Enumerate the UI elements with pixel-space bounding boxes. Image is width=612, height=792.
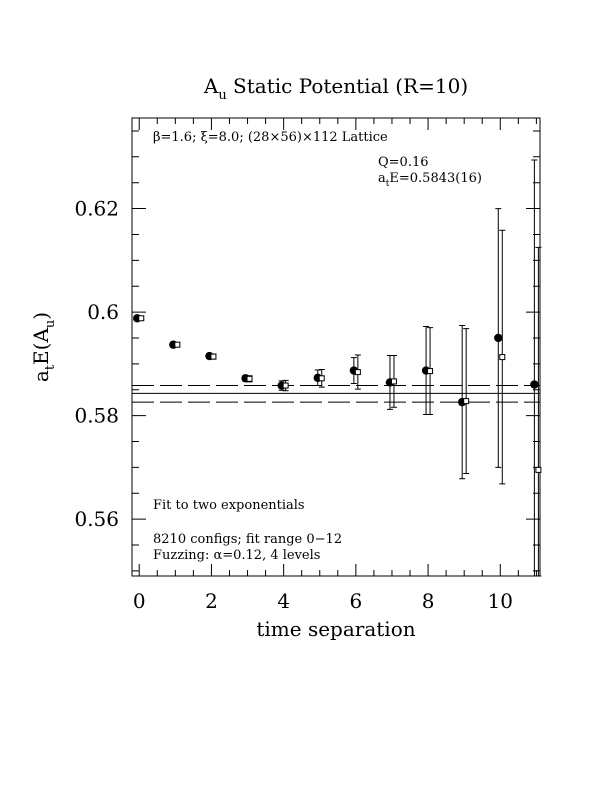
plot-frame xyxy=(131,117,541,577)
tick-marks xyxy=(132,118,540,576)
data-point-circle xyxy=(494,333,503,343)
data-point-square xyxy=(174,341,181,348)
error-bar xyxy=(531,159,538,577)
x-tick-label: 10 xyxy=(488,589,513,613)
y-tick-label: 0.62 xyxy=(74,197,119,221)
x-tick-label: 0 xyxy=(133,589,146,613)
title-subscript: u xyxy=(218,88,226,103)
data-point-square xyxy=(427,368,434,375)
fit-value-label: atE=0.5843(16) xyxy=(378,171,482,189)
y-axis-label: atE(Au) xyxy=(29,312,58,382)
ylabel-mid: E(A xyxy=(29,328,53,365)
chart-title: Au Static Potential (R=10) xyxy=(203,74,468,103)
ylabel-u: u xyxy=(43,320,58,328)
data-point-square xyxy=(463,398,470,405)
x-axis-label: time separation xyxy=(256,617,415,641)
series-open-squares xyxy=(138,229,542,577)
lattice-label: β=1.6; ξ=8.0; (28×56)×112 Lattice xyxy=(153,130,388,145)
q-label: Q=0.16 xyxy=(378,155,429,170)
data-point-square xyxy=(499,354,506,361)
axis-ticks: 0 2 4 6 8 10 0.56 0.58 0.6 0.62 xyxy=(74,118,540,613)
fit-value-t: t xyxy=(386,179,390,189)
data-point-square xyxy=(246,375,253,382)
ylabel-close: ) xyxy=(29,312,53,320)
x-tick-label: 8 xyxy=(422,589,435,613)
data-point-square xyxy=(282,382,289,389)
x-tick-label: 6 xyxy=(349,589,362,613)
series-filled-circles xyxy=(133,159,539,577)
y-tick-label: 0.56 xyxy=(74,507,119,531)
error-bar xyxy=(535,246,542,577)
data-point-square xyxy=(138,315,145,322)
ylabel-t: t xyxy=(43,364,58,370)
fit-value-a: a xyxy=(378,171,386,186)
data-point-square xyxy=(535,466,542,473)
y-tick-label: 0.6 xyxy=(87,300,119,324)
y-tick-label: 0.58 xyxy=(74,404,119,428)
note-fuzzing: Fuzzing: α=0.12, 4 levels xyxy=(153,548,320,563)
title-rest: Static Potential (R=10) xyxy=(227,74,468,98)
data-point-circle xyxy=(530,380,539,389)
data-point-square xyxy=(390,378,397,385)
x-tick-label: 4 xyxy=(277,589,290,613)
fit-band xyxy=(132,385,540,403)
data-series xyxy=(133,159,542,577)
x-tick-label: 2 xyxy=(205,589,218,613)
title-main: A xyxy=(203,74,219,98)
data-point-square xyxy=(210,353,217,360)
data-point-square xyxy=(354,369,361,376)
fit-value-rest: E=0.5843(16) xyxy=(389,171,482,186)
data-point-square xyxy=(318,375,325,382)
ylabel-a: a xyxy=(29,370,53,382)
note-configs: 8210 configs; fit range 0−12 xyxy=(153,532,342,547)
note-fit-method: Fit to two exponentials xyxy=(153,498,305,513)
